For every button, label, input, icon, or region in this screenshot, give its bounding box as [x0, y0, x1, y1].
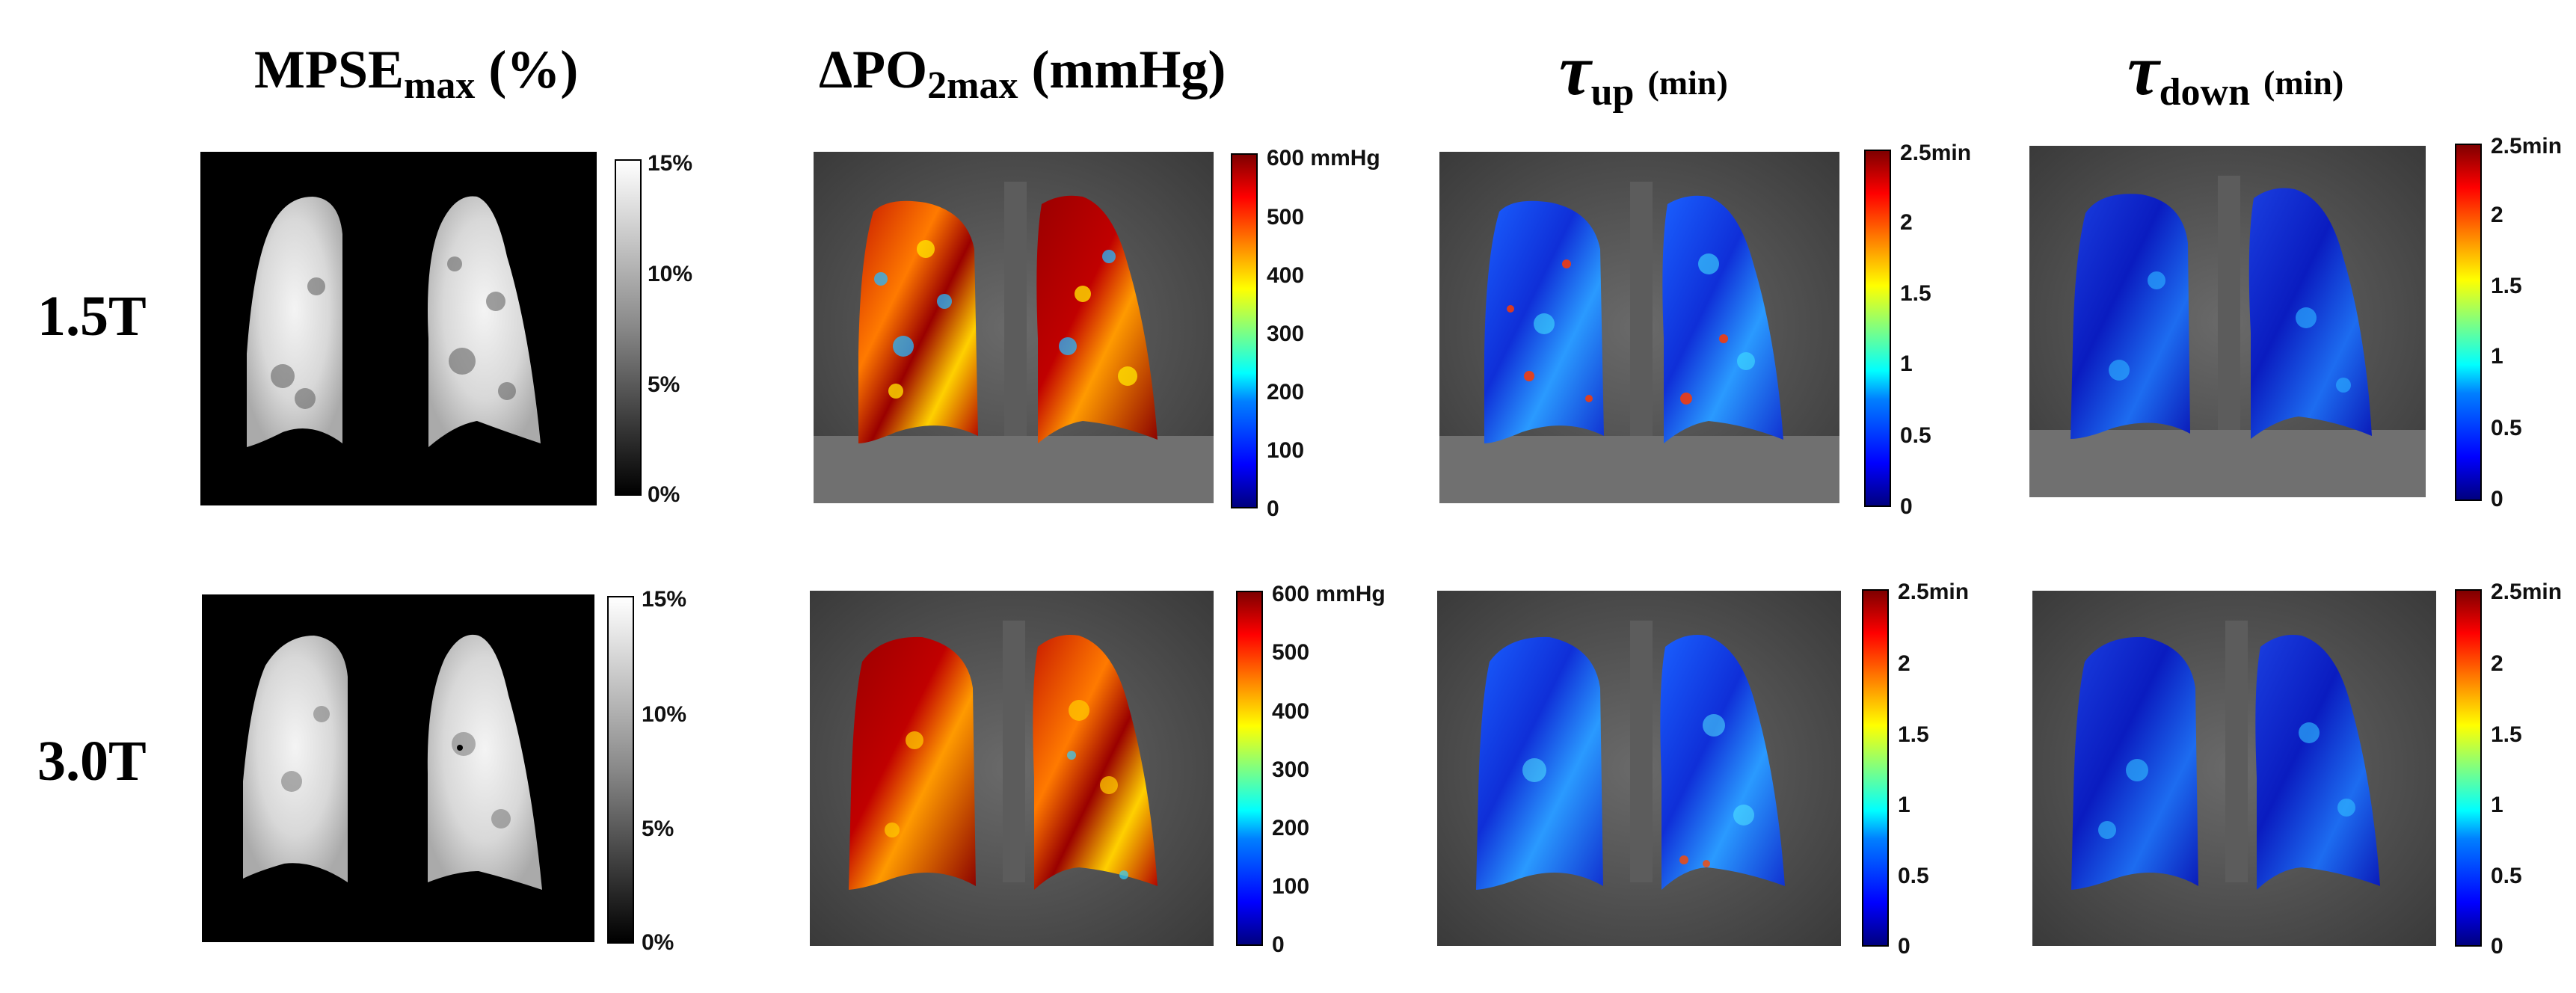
tau-down-3-0t-tick-max: 2.5min	[2491, 579, 2563, 604]
dpo2-map-1-5t	[814, 152, 1214, 503]
tau-down-map-1-5t	[2029, 146, 2426, 497]
dpo2-title-main: ΔPO	[819, 40, 928, 99]
mpse-title-sub: max	[404, 64, 476, 107]
tau-up-colorbar-3-0t	[1862, 589, 1889, 947]
tau-down-1-5t-tick-1-5: 1.5	[2491, 274, 2522, 298]
mpse-title-unit: (%)	[488, 40, 579, 99]
column-title-tau-down: τdown (min)	[2127, 28, 2343, 114]
tau-up-1-5t-tick-1: 1	[1900, 351, 1913, 376]
mpse-map-1-5t	[200, 152, 597, 505]
tau-down-unit: (min)	[2263, 64, 2344, 102]
tau-down-symbol: τ	[2127, 30, 2160, 110]
tau-up-unit: (min)	[1647, 64, 1728, 102]
tau-up-3-0t-tick-0-5: 0.5	[1898, 864, 1929, 888]
tau-up-map-1-5t	[1439, 152, 1839, 503]
dpo2-1-5t-tick-300: 300	[1267, 322, 1305, 346]
dpo2-3-0t-tick-200: 200	[1272, 816, 1310, 840]
dpo2-1-5t-tick-min: 0	[1267, 496, 1279, 521]
tau-down-3-0t-tick-1: 1	[2491, 793, 2503, 817]
dpo2-title-sub: 2max	[927, 64, 1018, 107]
mpse-3-0t-tick-2: 10%	[642, 702, 687, 727]
tau-down-colorbar-1-5t	[2455, 144, 2482, 501]
tau-down-map-3-0t	[2032, 591, 2436, 946]
tau-up-3-0t-tick-2: 2	[1898, 651, 1911, 676]
mpse-3-0t-tick-min: 0%	[642, 930, 674, 955]
tau-down-3-0t-tick-min: 0	[2491, 934, 2503, 959]
dpo2-1-5t-tick-max: 600 mmHg	[1267, 146, 1380, 170]
mpse-1-5t-tick-min: 0%	[648, 482, 680, 507]
tau-up-sub: up	[1590, 71, 1635, 114]
tau-down-1-5t-tick-max: 2.5min	[2491, 134, 2563, 159]
tau-up-3-0t-tick-1-5: 1.5	[1898, 722, 1929, 747]
tau-up-3-0t-tick-1: 1	[1898, 793, 1911, 817]
tau-up-symbol: τ	[1559, 30, 1591, 110]
tau-up-colorbar-1-5t	[1864, 150, 1891, 507]
tau-up-1-5t-tick-2: 2	[1900, 210, 1913, 235]
tau-down-sub: down	[2159, 71, 2251, 114]
tau-up-3-0t-tick-max: 2.5min	[1898, 579, 1970, 604]
row-label-3-0t: 3.0T	[37, 730, 147, 793]
tau-up-1-5t-tick-min: 0	[1900, 494, 1913, 519]
tau-up-1-5t-tick-max: 2.5min	[1900, 141, 1972, 165]
column-title-mpse: MPSEmax (%)	[254, 39, 578, 108]
dpo2-colorbar-1-5t	[1231, 153, 1258, 508]
dpo2-1-5t-tick-200: 200	[1267, 380, 1305, 405]
mpse-3-0t-tick-max: 15%	[642, 587, 687, 612]
dpo2-3-0t-tick-400: 400	[1272, 699, 1310, 724]
mpse-1-5t-tick-max: 15%	[648, 151, 693, 176]
column-title-tau-up: τup (min)	[1559, 28, 1728, 114]
mpse-map-3-0t	[202, 594, 594, 942]
tau-down-3-0t-tick-0-5: 0.5	[2491, 864, 2522, 888]
dpo2-3-0t-tick-min: 0	[1272, 932, 1285, 957]
dpo2-3-0t-tick-300: 300	[1272, 757, 1310, 782]
mpse-1-5t-tick-2: 10%	[648, 262, 693, 286]
tau-down-1-5t-tick-0-5: 0.5	[2491, 416, 2522, 440]
tau-down-1-5t-tick-1: 1	[2491, 344, 2503, 369]
dpo2-map-3-0t	[810, 591, 1214, 946]
row-label-1-5t: 1.5T	[37, 285, 147, 348]
tau-up-3-0t-tick-min: 0	[1898, 934, 1911, 959]
tau-down-3-0t-tick-2: 2	[2491, 651, 2503, 676]
dpo2-title-unit: (mmHg)	[1031, 40, 1226, 99]
dpo2-1-5t-tick-400: 400	[1267, 263, 1305, 288]
mpse-3-0t-tick-3: 5%	[642, 817, 674, 841]
dpo2-3-0t-tick-100: 100	[1272, 874, 1310, 899]
column-title-dpo2: ΔPO2max (mmHg)	[819, 39, 1226, 108]
tau-up-map-3-0t	[1437, 591, 1841, 946]
mpse-title-main: MPSE	[254, 40, 405, 99]
dpo2-1-5t-tick-100: 100	[1267, 438, 1305, 463]
dpo2-colorbar-3-0t	[1236, 591, 1263, 946]
tau-down-colorbar-3-0t	[2455, 589, 2482, 947]
dpo2-1-5t-tick-500: 500	[1267, 205, 1305, 230]
tau-up-1-5t-tick-1-5: 1.5	[1900, 281, 1931, 306]
tau-down-1-5t-tick-min: 0	[2491, 487, 2503, 511]
dpo2-3-0t-tick-max: 600 mmHg	[1272, 582, 1386, 606]
tau-down-1-5t-tick-2: 2	[2491, 203, 2503, 227]
tau-up-1-5t-tick-0-5: 0.5	[1900, 423, 1931, 448]
dpo2-3-0t-tick-500: 500	[1272, 640, 1310, 665]
tau-down-3-0t-tick-1-5: 1.5	[2491, 722, 2522, 747]
mpse-colorbar-3-0t	[607, 596, 634, 944]
mpse-1-5t-tick-3: 5%	[648, 372, 680, 397]
mpse-colorbar-1-5t	[615, 159, 642, 496]
